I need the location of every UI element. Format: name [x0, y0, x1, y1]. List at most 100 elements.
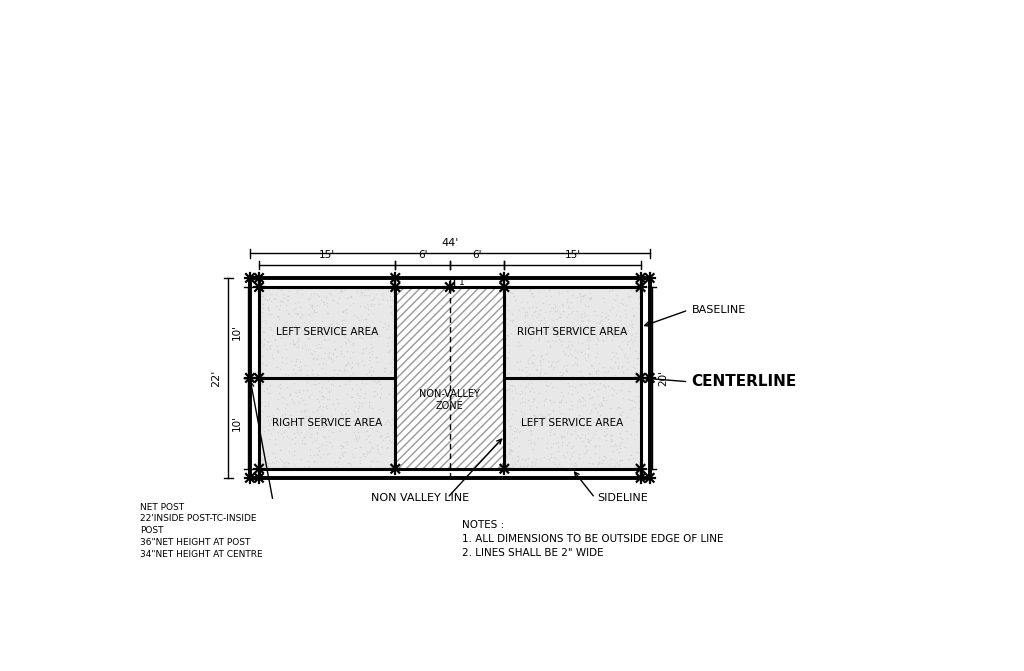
- Point: [594, 306, 610, 317]
- Point: [559, 427, 575, 438]
- Point: [287, 302, 303, 313]
- Point: [310, 421, 327, 432]
- Point: [603, 302, 620, 313]
- Point: [317, 335, 334, 346]
- Point: [536, 368, 552, 378]
- Point: [598, 423, 614, 433]
- Point: [381, 346, 397, 356]
- Point: [303, 303, 319, 313]
- Point: [514, 453, 530, 464]
- Point: [261, 343, 278, 354]
- Point: [614, 324, 631, 335]
- Point: [522, 385, 539, 396]
- Point: [578, 441, 594, 452]
- Point: [524, 457, 541, 468]
- Point: [294, 434, 310, 445]
- Point: [579, 418, 595, 429]
- Point: [501, 367, 517, 378]
- Point: [282, 409, 298, 420]
- Point: [523, 460, 540, 471]
- Point: [286, 336, 302, 347]
- Point: [524, 357, 541, 368]
- Point: [266, 452, 283, 463]
- Point: [612, 409, 629, 420]
- Point: [603, 435, 620, 446]
- Point: [360, 347, 377, 358]
- Point: [266, 458, 283, 468]
- Point: [255, 299, 271, 309]
- Point: [325, 348, 341, 359]
- Point: [530, 307, 547, 318]
- Point: [539, 386, 555, 397]
- Point: [591, 440, 607, 451]
- Point: [544, 423, 560, 434]
- Point: [272, 415, 289, 425]
- Point: [610, 447, 627, 458]
- Point: [297, 360, 313, 370]
- Point: [583, 293, 599, 303]
- Point: [350, 406, 367, 417]
- Point: [531, 355, 548, 366]
- Point: [348, 388, 365, 399]
- Bar: [504, 378, 641, 469]
- Point: [356, 360, 373, 371]
- Point: [353, 348, 370, 358]
- Point: [505, 392, 521, 403]
- Point: [386, 436, 402, 447]
- Point: [321, 431, 337, 442]
- Point: [299, 385, 315, 396]
- Point: [293, 406, 309, 417]
- Point: [611, 454, 628, 465]
- Point: [622, 342, 638, 353]
- Point: [357, 368, 374, 379]
- Point: [364, 443, 380, 454]
- Point: [515, 460, 531, 471]
- Point: [308, 300, 325, 311]
- Point: [365, 442, 381, 453]
- Point: [529, 433, 546, 444]
- Point: [297, 374, 313, 384]
- Point: [315, 421, 332, 432]
- Text: 20': 20': [658, 370, 669, 386]
- Point: [287, 367, 303, 378]
- Point: [369, 456, 385, 466]
- Point: [580, 301, 596, 311]
- Point: [605, 293, 622, 304]
- Point: [323, 411, 339, 421]
- Point: [595, 393, 611, 403]
- Point: [269, 311, 286, 322]
- Point: [333, 348, 349, 358]
- Point: [618, 299, 635, 310]
- Point: [343, 292, 359, 303]
- Point: [260, 337, 276, 348]
- Point: [260, 309, 276, 319]
- Point: [301, 413, 317, 423]
- Point: [551, 397, 567, 407]
- Point: [603, 433, 620, 444]
- Point: [278, 461, 294, 472]
- Point: [537, 307, 553, 317]
- Point: [297, 340, 313, 350]
- Point: [337, 337, 353, 348]
- Point: [558, 364, 574, 375]
- Point: [295, 411, 311, 422]
- Point: [613, 410, 630, 421]
- Point: [326, 427, 342, 437]
- Point: [514, 388, 530, 399]
- Point: [585, 399, 601, 409]
- Point: [590, 413, 606, 424]
- Point: [581, 283, 597, 294]
- Point: [590, 459, 606, 470]
- Point: [354, 356, 371, 366]
- Point: [321, 348, 337, 358]
- Point: [268, 345, 285, 356]
- Point: [273, 456, 290, 466]
- Point: [542, 340, 558, 351]
- Point: [303, 437, 319, 448]
- Point: [535, 298, 551, 309]
- Point: [522, 374, 539, 385]
- Point: [294, 324, 310, 335]
- Point: [366, 376, 382, 386]
- Point: [380, 417, 396, 427]
- Point: [296, 399, 312, 410]
